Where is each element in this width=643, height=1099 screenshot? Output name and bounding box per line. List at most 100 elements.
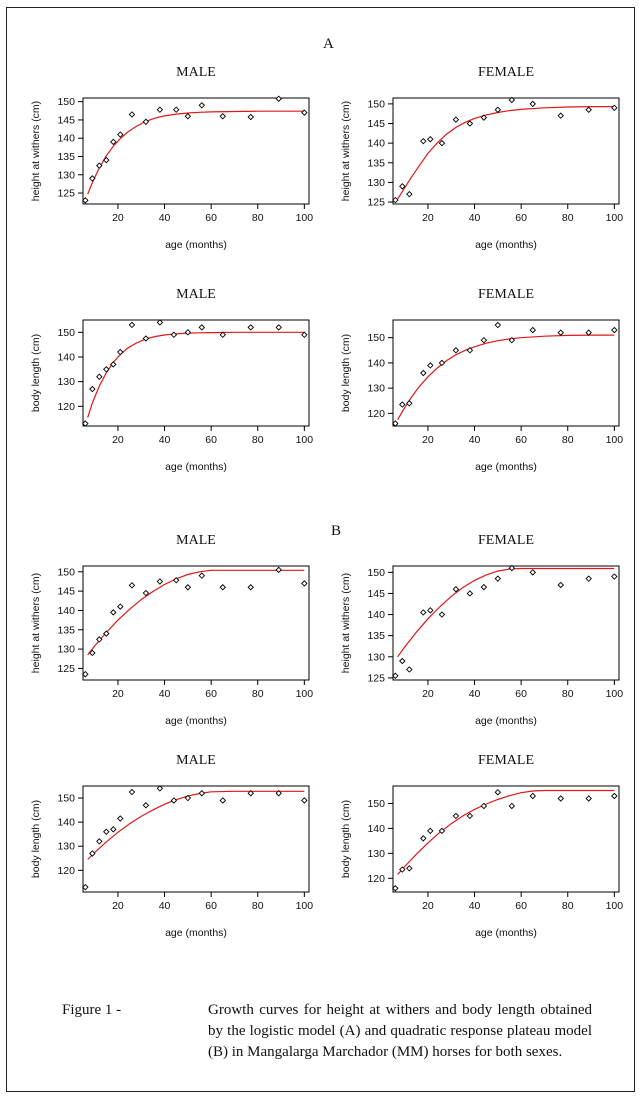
x-tick-label: 40: [469, 212, 481, 224]
data-point: [275, 95, 282, 102]
data-point: [170, 331, 178, 339]
data-point: [438, 611, 446, 618]
y-tick-label: 135: [367, 157, 385, 169]
x-tick-label: 60: [205, 434, 217, 446]
data-point: [406, 400, 413, 407]
data-point: [156, 106, 164, 113]
data-point: [480, 583, 488, 591]
data-point: [301, 109, 308, 116]
x-axis-label: age (months): [165, 927, 227, 939]
plot-area: [82, 785, 310, 893]
y-tick-label: 140: [367, 357, 385, 369]
x-axis-label: age (months): [475, 461, 537, 473]
y-tick-label: 130: [57, 644, 75, 656]
data-point: [508, 336, 516, 344]
x-tick-label: 100: [606, 434, 624, 446]
y-tick-label: 125: [367, 197, 385, 209]
data-point: [452, 812, 460, 820]
data-point: [399, 401, 406, 408]
data-point: [103, 828, 110, 836]
x-tick-label: 40: [469, 900, 481, 912]
data-point: [494, 788, 502, 796]
data-point: [247, 324, 254, 331]
data-point: [301, 797, 308, 804]
y-tick-label: 140: [57, 605, 75, 617]
x-tick-label: 20: [422, 212, 434, 224]
data-point: [399, 657, 406, 665]
data-point: [275, 789, 282, 797]
data-point: [89, 850, 96, 857]
data-point: [128, 582, 136, 589]
data-point: [247, 789, 254, 797]
figure-caption: Figure 1 - Growth curves for height at w…: [62, 1000, 592, 1063]
data-point: [611, 104, 618, 112]
data-point: [117, 131, 124, 138]
data-point: [184, 113, 192, 120]
data-point: [585, 106, 592, 114]
data-point: [142, 118, 150, 125]
y-tick-label: 145: [57, 586, 75, 598]
fit-curve: [87, 790, 305, 860]
x-tick-label: 60: [205, 688, 217, 700]
data-point: [611, 573, 618, 580]
data-point: [452, 585, 460, 593]
chart-a-female-height: FEMALE 20 40 60 80 100 125 130 135 140 145 150 age (…: [340, 65, 623, 251]
x-axis-label: age (months): [165, 461, 227, 473]
x-tick-label: 20: [112, 434, 124, 446]
data-point: [480, 336, 488, 344]
x-tick-label: 20: [422, 900, 434, 912]
y-tick-label: 135: [367, 630, 385, 642]
data-point: [466, 590, 474, 597]
x-tick-label: 40: [159, 900, 171, 912]
x-tick-label: 80: [562, 688, 574, 700]
x-axis-label: age (months): [165, 715, 227, 727]
chart-title: FEMALE: [478, 65, 534, 80]
x-tick-label: 20: [112, 212, 124, 224]
x-tick-label: 40: [159, 688, 171, 700]
y-tick-label: 140: [57, 133, 75, 145]
y-tick-label: 140: [367, 609, 385, 621]
data-point: [557, 795, 564, 802]
fit-curve: [397, 789, 615, 875]
data-point: [219, 797, 227, 804]
data-point: [82, 883, 89, 891]
section-label-a: A: [323, 36, 334, 52]
data-point: [89, 385, 96, 393]
x-tick-label: 80: [252, 900, 264, 912]
figure-frame: [6, 7, 635, 1092]
x-tick-label: 60: [515, 212, 527, 224]
data-point: [142, 335, 150, 342]
data-point: [275, 324, 282, 331]
x-tick-label: 60: [515, 900, 527, 912]
data-point: [156, 578, 164, 585]
fit-curve: [87, 110, 305, 195]
y-tick-label: 140: [57, 351, 75, 363]
data-point: [420, 369, 427, 377]
data-point: [399, 183, 406, 190]
y-tick-label: 130: [367, 848, 385, 860]
data-point: [438, 359, 446, 367]
data-point: [508, 802, 516, 810]
x-tick-label: 20: [112, 688, 124, 700]
data-point: [557, 329, 564, 336]
data-point: [494, 321, 502, 329]
plot-area: [82, 319, 310, 427]
x-tick-label: 20: [112, 900, 124, 912]
data-point: [117, 348, 124, 356]
data-point: [406, 666, 413, 673]
data-point: [172, 106, 180, 113]
y-tick-label: 125: [57, 188, 75, 200]
section-label-b: B: [331, 523, 342, 539]
data-point: [96, 162, 103, 169]
data-point: [170, 797, 178, 804]
chart-title: MALE: [176, 753, 216, 768]
data-point: [420, 609, 427, 616]
plot-area: [392, 97, 620, 205]
plot-area: [82, 565, 310, 681]
data-point: [611, 326, 618, 334]
data-point: [184, 584, 192, 591]
data-point: [494, 575, 502, 582]
fit-curve: [397, 106, 615, 200]
y-axis-label: height at withers (cm): [30, 573, 42, 673]
fit-curve: [87, 569, 305, 656]
